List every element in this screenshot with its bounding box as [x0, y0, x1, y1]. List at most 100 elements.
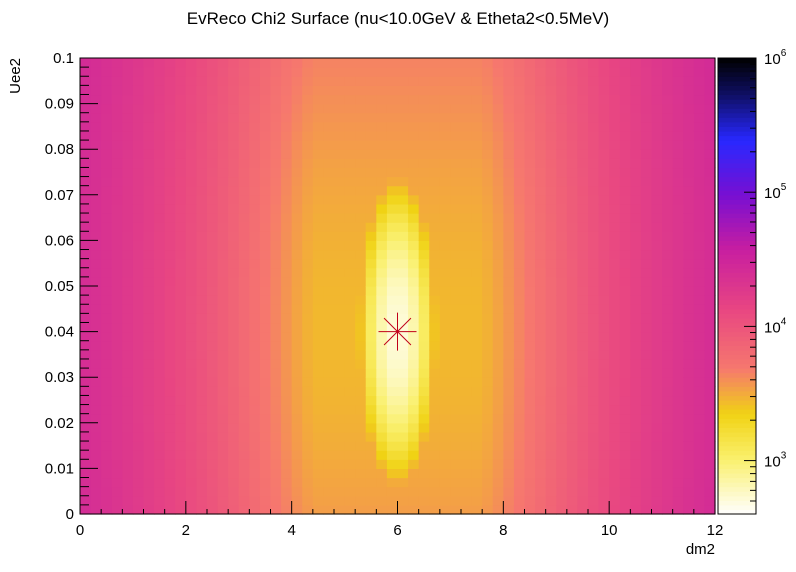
heatmap-cell — [185, 313, 198, 324]
heatmap-cell — [90, 267, 102, 278]
heatmap-cell — [535, 140, 547, 150]
heatmap-cell — [461, 404, 473, 415]
heatmap-cell — [439, 121, 452, 132]
heatmap-cell — [471, 304, 483, 314]
heatmap-cell — [683, 422, 695, 433]
heatmap-cell — [355, 295, 367, 305]
heatmap-cell — [471, 477, 483, 488]
heatmap-cell — [334, 468, 346, 479]
heatmap-cell — [609, 504, 621, 515]
heatmap-cell — [185, 67, 198, 77]
heatmap-cell — [450, 313, 462, 324]
heatmap-cell — [175, 395, 187, 406]
heatmap-cell — [545, 121, 557, 132]
colorbar-segment — [718, 194, 756, 200]
heatmap-cell — [376, 495, 388, 506]
heatmap-cell — [545, 231, 557, 241]
heatmap-cell — [640, 450, 653, 460]
heatmap-cell — [429, 258, 441, 269]
heatmap-cell — [524, 67, 536, 77]
heatmap-cell — [577, 340, 589, 351]
heatmap-cell — [132, 286, 145, 296]
heatmap-cell — [185, 213, 198, 223]
heatmap-cell — [471, 231, 483, 241]
heatmap-cell — [461, 149, 473, 159]
heatmap-cell — [418, 58, 430, 68]
heatmap-cell — [302, 404, 314, 415]
heatmap-cell — [365, 368, 377, 378]
heatmap-cell — [175, 112, 187, 123]
heatmap-cell — [249, 477, 261, 488]
heatmap-cell — [630, 486, 642, 497]
heatmap-cell — [439, 468, 452, 479]
heatmap-cell — [418, 176, 430, 187]
heatmap-cell — [513, 222, 526, 232]
heatmap-cell — [207, 231, 219, 241]
heatmap-cell — [418, 377, 430, 387]
heatmap-cell — [302, 477, 314, 488]
heatmap-cell — [249, 340, 261, 351]
heatmap-cell — [196, 468, 208, 479]
heatmap-cell — [619, 231, 631, 241]
heatmap-cell — [355, 249, 367, 260]
heatmap-cell — [662, 222, 674, 232]
heatmap-cell — [291, 313, 303, 324]
heatmap-cell — [535, 121, 547, 132]
heatmap-cell — [302, 422, 314, 433]
heatmap-cell — [228, 386, 240, 397]
heatmap-cell — [302, 331, 314, 342]
heatmap-cell — [450, 459, 462, 469]
colorbar-segment — [718, 158, 756, 164]
heatmap-cell — [429, 295, 441, 305]
heatmap-cell — [376, 377, 388, 387]
heatmap-cell — [513, 331, 526, 342]
heatmap-cell — [143, 304, 155, 314]
y-tick-label: 0.08 — [45, 141, 74, 158]
heatmap-cell — [312, 349, 325, 360]
heatmap-cell — [439, 258, 452, 269]
heatmap-cell — [101, 258, 113, 269]
heatmap-cell — [238, 441, 250, 451]
heatmap-cell — [143, 358, 155, 369]
heatmap-cell — [450, 431, 462, 442]
heatmap-cell — [217, 185, 229, 196]
heatmap-cell — [101, 276, 113, 287]
heatmap-cell — [312, 295, 325, 305]
heatmap-cell — [492, 377, 504, 387]
heatmap-cell — [259, 258, 272, 269]
heatmap-cell — [672, 441, 684, 451]
heatmap-cell — [164, 368, 176, 378]
heatmap-cell — [270, 395, 282, 406]
heatmap-cell — [291, 94, 303, 105]
heatmap-cell — [588, 103, 600, 114]
heatmap-cell — [228, 222, 240, 232]
heatmap-cell — [312, 386, 325, 397]
heatmap-cell — [418, 67, 430, 77]
heatmap-cell — [588, 194, 600, 205]
heatmap-cell — [598, 258, 610, 269]
heatmap-cell — [545, 386, 557, 397]
heatmap-cell — [482, 213, 494, 223]
heatmap-cell — [651, 358, 663, 369]
heatmap-cell — [259, 240, 272, 251]
heatmap-cell — [302, 158, 314, 169]
heatmap-cell — [704, 258, 716, 269]
heatmap-cell — [259, 340, 272, 351]
heatmap-cell — [281, 368, 293, 378]
heatmap-cell — [154, 486, 166, 497]
heatmap-cell — [651, 240, 663, 251]
heatmap-cell — [238, 185, 250, 196]
heatmap-cell — [111, 203, 123, 214]
heatmap-cell — [535, 258, 547, 269]
heatmap-cell — [450, 258, 462, 269]
heatmap-cell — [312, 267, 325, 278]
heatmap-cell — [418, 167, 430, 178]
heatmap-cell — [323, 240, 335, 251]
heatmap-cell — [101, 76, 113, 86]
heatmap-cell — [312, 85, 325, 96]
heatmap-cell — [609, 477, 621, 488]
heatmap-cell — [651, 112, 663, 123]
colorbar-segment — [718, 495, 756, 501]
heatmap-cell — [418, 450, 430, 460]
heatmap-cell — [461, 240, 473, 251]
